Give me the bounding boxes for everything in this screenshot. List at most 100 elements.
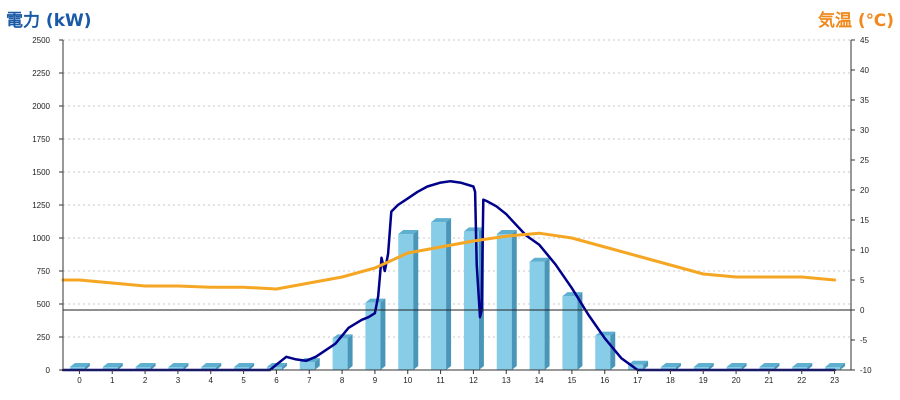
bar xyxy=(792,363,813,370)
right-axis-title: 気温 (℃) xyxy=(817,11,894,31)
bar-top xyxy=(234,363,255,367)
x-tick-label: 20 xyxy=(732,376,741,385)
left-tick-label: 1500 xyxy=(32,168,50,177)
bar-side xyxy=(150,363,156,370)
x-tick-label: 19 xyxy=(699,376,708,385)
bar-top xyxy=(168,363,189,367)
right-tick-label: 25 xyxy=(860,156,869,165)
bar-side xyxy=(544,257,550,370)
bar xyxy=(496,230,517,370)
power-bars xyxy=(69,218,846,370)
right-tick-label: 20 xyxy=(860,186,869,195)
bar-side xyxy=(216,363,222,370)
x-tick-label: 9 xyxy=(373,376,378,385)
bar-front xyxy=(562,296,578,370)
x-tick-label: 23 xyxy=(830,376,839,385)
bar-front xyxy=(135,367,151,370)
bar-front xyxy=(168,367,184,370)
bar-side xyxy=(774,363,780,370)
left-tick-label: 750 xyxy=(37,267,51,276)
bar-front xyxy=(201,367,217,370)
bar xyxy=(234,363,255,370)
bar xyxy=(726,363,747,370)
bar-top xyxy=(792,363,813,367)
x-tick-label: 5 xyxy=(241,376,246,385)
bar-front xyxy=(102,367,118,370)
bar xyxy=(168,363,189,370)
temperature-line xyxy=(61,231,837,291)
bar-top xyxy=(825,363,846,367)
bar-front xyxy=(332,338,348,370)
bar-top xyxy=(431,218,452,223)
bar-front xyxy=(299,362,315,370)
bar-side xyxy=(249,363,255,370)
x-tick-label: 13 xyxy=(502,376,511,385)
power-line xyxy=(61,179,836,372)
bar-side xyxy=(741,363,747,370)
x-tick-label: 12 xyxy=(469,376,478,385)
bar xyxy=(693,363,714,370)
x-tick-label: 0 xyxy=(77,376,82,385)
bar xyxy=(201,363,222,370)
bar-side xyxy=(413,230,419,370)
bar-front xyxy=(529,261,545,370)
bar-side xyxy=(708,363,714,370)
bar-side xyxy=(577,292,583,370)
left-tick-label: 2000 xyxy=(32,102,50,111)
x-tick-label: 17 xyxy=(633,376,642,385)
bar-front xyxy=(660,367,676,370)
series-lines xyxy=(61,179,837,372)
right-tick-label: 45 xyxy=(860,36,869,45)
x-tick-label: 2 xyxy=(143,376,148,385)
right-tick-label: -10 xyxy=(860,366,872,375)
right-tick-label: 40 xyxy=(860,66,869,75)
right-tick-label: 15 xyxy=(860,216,869,225)
bar-front xyxy=(365,302,381,370)
bar xyxy=(660,363,681,370)
left-tick-label: 250 xyxy=(37,333,51,342)
left-tick-label: 2500 xyxy=(32,36,50,45)
bar-side xyxy=(183,363,189,370)
left-tick-label: 2250 xyxy=(32,69,50,78)
left-tick-label: 1000 xyxy=(32,234,50,243)
bar-top xyxy=(660,363,681,367)
left-axis-title: 電力 (kW) xyxy=(6,11,92,31)
bar-top xyxy=(365,298,386,303)
bar-side xyxy=(643,360,649,370)
x-tick-label: 8 xyxy=(340,376,345,385)
bar-front xyxy=(69,367,85,370)
bar-side xyxy=(675,363,681,370)
x-tick-label: 6 xyxy=(274,376,279,385)
bar-top xyxy=(529,257,550,262)
bar-top xyxy=(69,363,90,367)
bar xyxy=(365,298,386,370)
bar-side xyxy=(117,363,123,370)
bar-side xyxy=(610,331,616,370)
bar-side xyxy=(807,363,813,370)
bar xyxy=(825,363,846,370)
bar-front xyxy=(398,234,414,370)
x-tick-label: 16 xyxy=(600,376,609,385)
bar-top xyxy=(201,363,222,367)
bar-front xyxy=(496,234,512,370)
bar-front xyxy=(431,222,447,370)
grid-layer xyxy=(63,39,851,338)
bar-top xyxy=(628,360,649,365)
bar-front xyxy=(595,335,611,370)
bar xyxy=(398,230,419,370)
bar-top xyxy=(463,227,484,232)
bar xyxy=(562,292,583,370)
bar-side xyxy=(314,358,320,370)
x-tick-label: 11 xyxy=(436,376,445,385)
x-tick-label: 7 xyxy=(307,376,312,385)
left-tick-label: 500 xyxy=(37,300,51,309)
bar xyxy=(332,334,353,370)
x-tick-label: 21 xyxy=(764,376,773,385)
x-tick-label: 15 xyxy=(567,376,576,385)
left-tick-label: 0 xyxy=(46,366,51,375)
bar-top xyxy=(398,230,419,235)
x-tick-label: 18 xyxy=(666,376,675,385)
x-tick-label: 14 xyxy=(535,376,544,385)
bar xyxy=(102,363,123,370)
x-tick-label: 1 xyxy=(110,376,115,385)
